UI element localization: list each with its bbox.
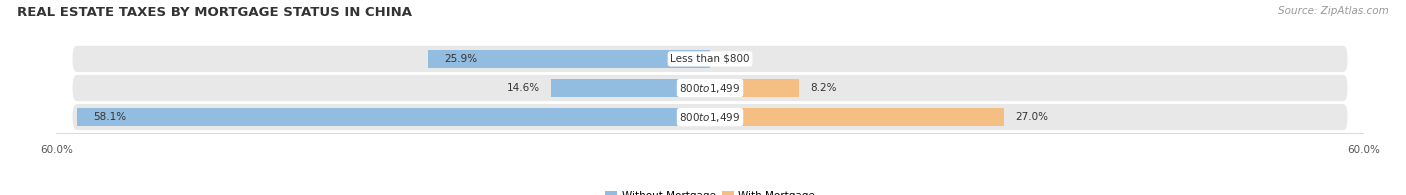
Text: 58.1%: 58.1%: [93, 112, 127, 122]
Legend: Without Mortgage, With Mortgage: Without Mortgage, With Mortgage: [600, 187, 820, 195]
Bar: [551, 79, 710, 97]
Text: Source: ZipAtlas.com: Source: ZipAtlas.com: [1278, 6, 1389, 16]
Text: $800 to $1,499: $800 to $1,499: [679, 82, 741, 95]
Text: 25.9%: 25.9%: [444, 54, 477, 64]
FancyBboxPatch shape: [73, 46, 1347, 72]
Text: Less than $800: Less than $800: [671, 54, 749, 64]
Bar: [710, 108, 1004, 126]
Text: 27.0%: 27.0%: [1015, 112, 1047, 122]
Text: 0.0%: 0.0%: [721, 54, 747, 64]
Bar: [427, 50, 710, 68]
Bar: [710, 79, 800, 97]
Text: 8.2%: 8.2%: [810, 83, 837, 93]
Text: $800 to $1,499: $800 to $1,499: [679, 111, 741, 124]
Bar: [77, 108, 710, 126]
Text: REAL ESTATE TAXES BY MORTGAGE STATUS IN CHINA: REAL ESTATE TAXES BY MORTGAGE STATUS IN …: [17, 6, 412, 19]
Text: 14.6%: 14.6%: [508, 83, 540, 93]
FancyBboxPatch shape: [73, 75, 1347, 101]
FancyBboxPatch shape: [73, 104, 1347, 130]
